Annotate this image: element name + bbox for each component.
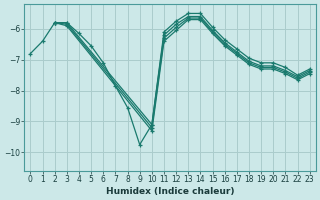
X-axis label: Humidex (Indice chaleur): Humidex (Indice chaleur) bbox=[106, 187, 234, 196]
